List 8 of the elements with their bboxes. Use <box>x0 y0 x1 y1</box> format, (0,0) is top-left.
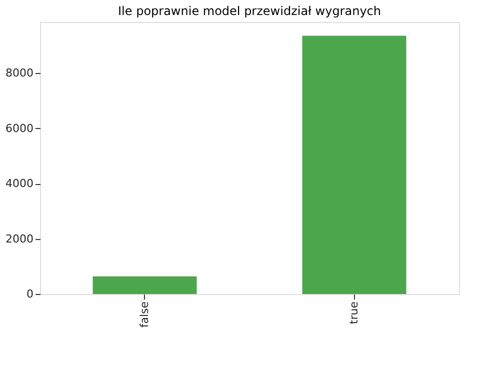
x-tick-label: false <box>138 301 151 328</box>
y-tick-label: 8000 <box>6 66 34 80</box>
y-tick-label: 4000 <box>6 177 34 190</box>
x-tick-label: true <box>347 301 360 324</box>
y-tick-label: 2000 <box>6 232 34 246</box>
y-tick-label: 6000 <box>6 122 34 135</box>
y-tick-label: 0 <box>26 288 34 300</box>
chart-title: Ile poprawnie model przewidział wygranych <box>118 4 382 18</box>
